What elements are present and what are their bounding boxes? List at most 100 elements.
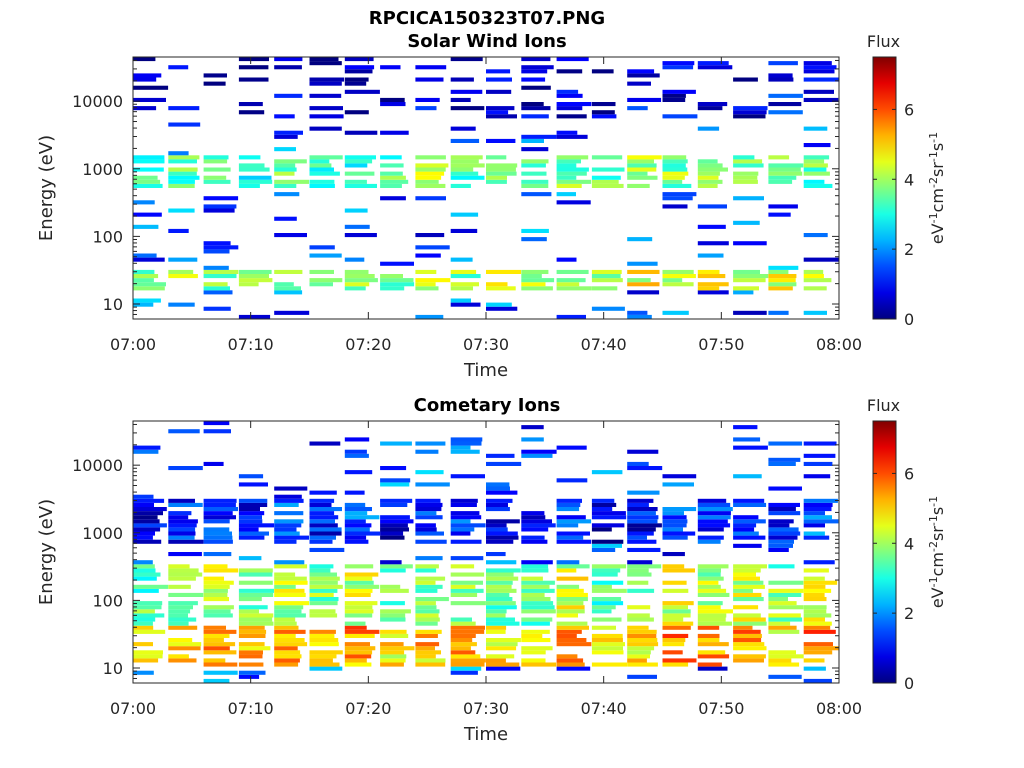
spectrogram-cell [556, 314, 586, 319]
spectrogram-cell [697, 580, 719, 585]
spectrogram-cell [238, 502, 268, 507]
spectrogram-cell [803, 89, 834, 94]
spectrogram-cell [521, 278, 555, 283]
spectrogram-cell [733, 179, 758, 184]
spectrogram-cell [521, 629, 550, 634]
spectrogram-cell [733, 278, 766, 283]
spectrogram-cell [697, 568, 721, 573]
spectrogram-cell [556, 588, 584, 593]
spectrogram-cell [697, 167, 728, 172]
spectrogram-cell [803, 179, 825, 184]
spectrogram-cell [415, 470, 444, 475]
spectrogram-cell [238, 167, 270, 172]
spectrogram-cell [309, 511, 335, 516]
spectrogram-cell [415, 576, 446, 581]
spectrogram-cell [203, 629, 237, 634]
spectrogram-cell [697, 523, 731, 528]
spectrogram-cell [168, 511, 192, 516]
colorbar-tick-label: 4 [904, 170, 914, 189]
spectrogram-cell [486, 306, 518, 311]
spectrogram-cell [168, 228, 189, 233]
spectrogram-cell [697, 605, 721, 610]
spectrogram-cell [309, 253, 342, 258]
spectrogram-cell [591, 601, 624, 606]
spectrogram-cell [733, 502, 767, 507]
spectrogram-cell [344, 576, 373, 581]
spectrogram-cell [697, 290, 729, 295]
spectrogram-cell [133, 498, 165, 503]
spectrogram-cell [733, 269, 760, 274]
spectrogram-cell [203, 73, 227, 78]
spectrogram-cell [591, 547, 616, 552]
spectrogram-cell [344, 233, 377, 238]
spectrogram-cell [627, 560, 653, 565]
y-tick-label: 100 [92, 591, 123, 610]
spectrogram-cell [309, 638, 339, 643]
spectrogram-cell [238, 110, 265, 115]
spectrogram-cell [415, 511, 437, 516]
spectrogram-cell [662, 568, 695, 573]
spectrogram-cell [380, 654, 407, 659]
spectrogram-cell [203, 535, 233, 540]
spectrogram-cell [662, 642, 685, 647]
spectrogram-cell [450, 625, 485, 630]
spectrogram-cell [309, 527, 342, 532]
spectrogram-cell [627, 613, 650, 618]
spectrogram-cell [344, 453, 369, 458]
spectrogram-cell [274, 650, 301, 655]
spectrogram-cell [450, 302, 481, 307]
spectrogram-cell [803, 474, 831, 479]
spectrogram-cell [203, 625, 226, 630]
spectrogram-cell [803, 523, 825, 528]
spectrogram-cell [697, 282, 729, 287]
spectrogram-cell [591, 609, 612, 614]
spectrogram-cell [733, 633, 762, 638]
spectrogram-cell [627, 519, 658, 524]
spectrogram-cell [344, 437, 370, 442]
spectrogram-cell [768, 617, 803, 622]
spectrogram-cell [556, 666, 591, 671]
spectrogram-cell [344, 592, 371, 597]
spectrogram-cell [309, 502, 332, 507]
spectrogram-cell [274, 535, 309, 540]
spectrogram-cell [380, 535, 405, 540]
colorbar-tick-label: 4 [904, 534, 914, 553]
spectrogram-cell [274, 233, 307, 238]
spectrogram-cell [803, 625, 831, 630]
spectrogram-cell [697, 274, 726, 279]
spectrogram-cell [662, 519, 688, 524]
spectrogram-cell [486, 584, 512, 589]
spectrogram-cell [521, 609, 556, 614]
spectrogram-cell [627, 523, 662, 528]
spectrogram-cell [450, 167, 474, 172]
spectrogram-cell [556, 515, 586, 520]
spectrogram-cell [450, 584, 476, 589]
spectrogram-cell [238, 662, 264, 667]
spectrogram-cell [238, 527, 259, 532]
spectrogram-cell [556, 523, 579, 528]
spectrogram-cell [309, 155, 343, 160]
spectrogram-cell [591, 502, 617, 507]
spectrogram-cell [733, 110, 767, 115]
spectrogram-cell [238, 515, 262, 520]
y-tick-label: 10000 [72, 456, 123, 475]
spectrogram-cell [556, 621, 588, 626]
spectrogram-cell [450, 126, 476, 131]
spectrogram-cell [238, 474, 264, 479]
spectrogram-cell [556, 175, 577, 180]
spectrogram-cell [697, 65, 733, 70]
spectrogram-cell [733, 580, 764, 585]
spectrogram-cell [662, 278, 683, 283]
spectrogram-cell [203, 605, 234, 610]
x-axis-label: Time [463, 360, 508, 381]
spectrogram-cell [274, 93, 303, 98]
spectrogram-cell [344, 646, 376, 651]
colorbar-units: eV-1cm-2sr-1s-1 [927, 132, 948, 244]
spectrogram-cell [274, 179, 309, 184]
spectrogram-cell [380, 617, 406, 622]
spectrogram-cell [450, 502, 477, 507]
spectrogram-cell [486, 629, 506, 634]
spectrogram-cell [238, 625, 265, 630]
spectrogram-cell [733, 310, 767, 315]
spectrogram-cell [697, 126, 720, 131]
